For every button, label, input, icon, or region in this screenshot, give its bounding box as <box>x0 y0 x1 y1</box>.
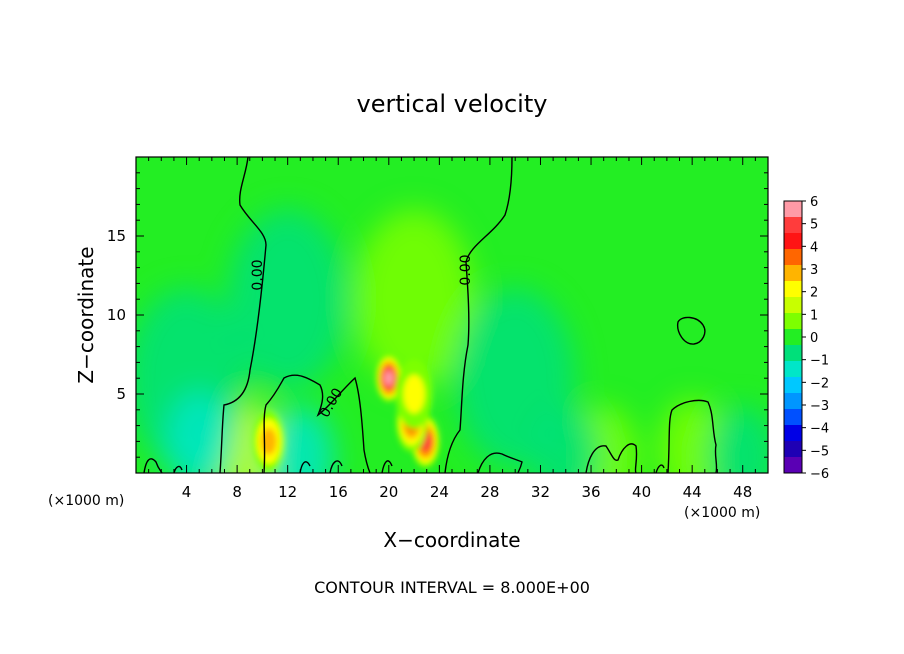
colorbar-swatch <box>784 201 802 218</box>
x-units-left: (×1000 m) <box>48 493 124 509</box>
plot-area: 0.00 0.000.00 <box>136 157 768 473</box>
colorbar-swatch <box>784 265 802 282</box>
colorbar-swatch <box>784 457 802 474</box>
colorbar-swatch <box>784 425 802 442</box>
x-tick-label: 24 <box>430 483 449 501</box>
field-patch <box>708 406 768 473</box>
contour-label: 0.00 <box>250 259 266 290</box>
field-peak <box>403 374 425 414</box>
colorbar-swatch <box>784 281 802 298</box>
field-patch <box>227 209 348 390</box>
contour-line-right <box>444 157 513 473</box>
colorbar-tick-label: 0 <box>810 331 818 346</box>
colorbar-swatch <box>784 313 802 330</box>
colorbar-tick-label: 1 <box>810 308 818 323</box>
contour-bumps <box>143 443 665 473</box>
y-tick-label: 15 <box>107 227 126 245</box>
x-tick-label: 44 <box>683 483 702 501</box>
colorbar-swatch <box>784 345 802 362</box>
x-tick-label: 12 <box>278 483 297 501</box>
contour-plume-edge <box>263 374 371 473</box>
x-tick-label: 8 <box>232 483 242 501</box>
x-tick-label: 36 <box>581 483 600 501</box>
colorbar-tick-label: 2 <box>810 286 818 301</box>
contour-ring-east <box>677 316 706 345</box>
colorbar-swatch <box>784 217 802 234</box>
colorbar-tick-label: −2 <box>810 376 829 391</box>
colorbar-tick-label: −3 <box>810 399 829 414</box>
y-axis: 5 10 15 <box>107 172 768 458</box>
field-patch <box>531 406 600 473</box>
x-tick-label: 28 <box>480 483 499 501</box>
x-tick-label: 48 <box>733 483 752 501</box>
colorbar-tick-label: −5 <box>810 444 829 459</box>
colorbar-tick-label: 6 <box>810 195 818 210</box>
colorbar-swatch <box>784 329 802 346</box>
contour-line-left <box>219 157 267 473</box>
colorbar-tick-label: −1 <box>810 354 829 369</box>
colorbar-swatch <box>784 409 802 426</box>
x-tick-label: 16 <box>329 483 348 501</box>
y-tick-label: 10 <box>107 306 126 324</box>
colorbar-tick-label: −4 <box>810 422 829 437</box>
colorbar-swatch <box>784 249 802 266</box>
colorbar-swatch <box>784 393 802 410</box>
y-tick-label: 5 <box>116 385 126 403</box>
colorbar-swatch <box>784 233 802 250</box>
contour-east-hump <box>667 399 718 473</box>
x-tick-label: 20 <box>379 483 398 501</box>
field-peak <box>261 428 277 455</box>
field-patch <box>165 390 234 473</box>
chart-title: vertical velocity <box>357 90 548 118</box>
contour-label: 0.00 <box>458 254 474 285</box>
colorbar-tick-label: 4 <box>810 240 818 255</box>
colorbar-tick-label: 3 <box>810 263 818 278</box>
colorbar-tick-label: 5 <box>810 218 818 233</box>
colorbar-swatch <box>784 441 802 458</box>
colorbar-swatch <box>784 377 802 394</box>
x-units-right: (×1000 m) <box>684 505 760 521</box>
colorbar-swatch <box>784 361 802 378</box>
x-axis: 4 8 12 16 20 24 28 32 36 40 44 48 <box>148 157 756 501</box>
colorbar: 6 5 4 3 2 1 0 −1 −2 −3 −4 −5 −6 <box>783 195 829 482</box>
field-patch <box>354 209 475 390</box>
colorbar-tick-label: −6 <box>810 467 829 482</box>
x-tick-label: 4 <box>182 483 192 501</box>
field-peak <box>384 370 394 386</box>
x-tick-label: 32 <box>531 483 550 501</box>
y-axis-label: Z−coordinate <box>74 246 98 383</box>
contour-interval-note: CONTOUR INTERVAL = 8.000E+00 <box>314 578 590 597</box>
x-tick-label: 40 <box>632 483 651 501</box>
colorbar-swatch <box>784 297 802 314</box>
x-axis-label: X−coordinate <box>383 528 520 552</box>
zero-contours <box>143 157 718 473</box>
